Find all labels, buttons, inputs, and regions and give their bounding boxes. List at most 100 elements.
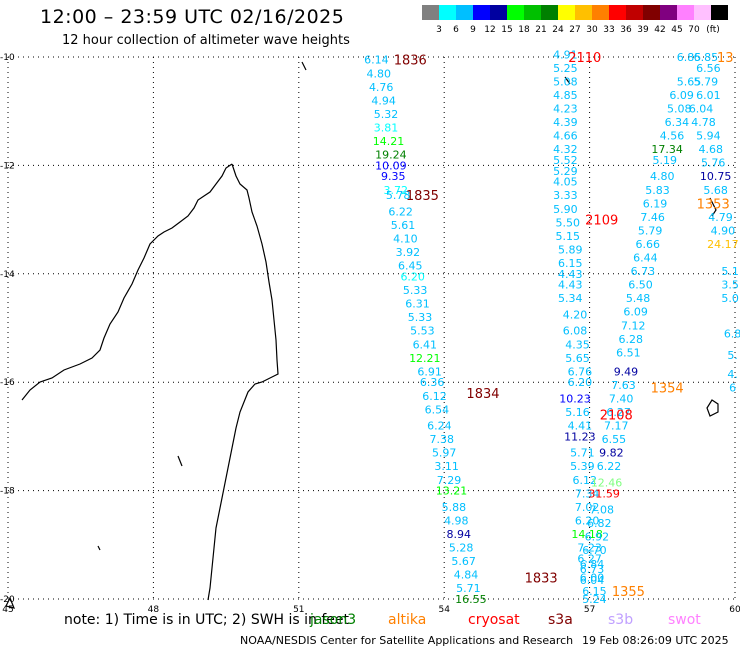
wave-height-value: 5.71 [570, 447, 595, 460]
colorbar-tick: 21 [535, 25, 546, 35]
wave-height-value: 3.81 [374, 121, 399, 134]
wave-height-value: 19.24 [375, 149, 407, 162]
wave-height-value: 3.92 [396, 246, 421, 259]
colorbar-swatch [456, 5, 473, 20]
colorbar-tick: 18 [518, 25, 530, 35]
wave-height-value: 4.66 [553, 130, 578, 143]
wave-height-value: 5.71 [456, 582, 481, 595]
wave-height-value: 6.08 [563, 325, 588, 338]
wave-height-value: 4.20 [563, 308, 588, 321]
wave-height-value: 4.41 [568, 420, 593, 433]
wave-height-value: 5.67 [451, 555, 476, 568]
wave-height-value: 17.34 [651, 143, 683, 156]
tromelin-island [564, 76, 571, 85]
wave-height-value: 4.84 [454, 569, 479, 582]
pass-time-label: 13 [717, 51, 734, 66]
graticule [7, 56, 736, 600]
pass-time-label: 2110 [568, 51, 601, 66]
wave-height-value: 12.21 [409, 352, 441, 365]
wave-height-value: 6.12 [422, 390, 447, 403]
wave-height-value: 6.50 [628, 279, 653, 292]
colorbar-tick: 33 [603, 25, 614, 35]
agalega-island [301, 61, 307, 71]
lat-tick-label: -18 [0, 487, 15, 497]
wave-height-value: 5.94 [696, 130, 721, 143]
wave-height-value: 6.09 [623, 306, 648, 319]
colorbar-swatch [660, 5, 677, 20]
colorbar-swatch [490, 5, 507, 20]
wave-height-value: 5.33 [403, 284, 428, 297]
wave-height-value: 7.08 [589, 504, 614, 517]
wave-height-value: 6.04 [689, 102, 714, 115]
pass-time-label: 1353 [697, 197, 730, 212]
wave-height-value: 4.39 [553, 116, 578, 129]
wave-height-value: 4.23 [553, 102, 578, 115]
wave-height-value: 31.59 [588, 487, 620, 500]
colorbar-swatch [592, 5, 609, 20]
wave-height-value: 6.73 [580, 563, 605, 576]
wave-height-value: 5.88 [442, 501, 467, 514]
colorbar-tick: 15 [501, 25, 512, 35]
wave-height-value: 6.45 [398, 260, 423, 273]
wave-height-value: 4.76 [369, 81, 394, 94]
small-island-3 [709, 197, 717, 217]
wave-height-value: 5.33 [408, 311, 433, 324]
lat-tick-label: -20 [0, 595, 15, 605]
wave-height-value: 13.21 [436, 485, 468, 498]
satellite-legend: jason3 altika cryosat s3a s3b swot [0, 612, 740, 632]
wave-height-value: 5.08 [667, 102, 692, 115]
wave-height-value: 5.79 [638, 224, 663, 237]
wave-height-value: 5.61 [391, 219, 416, 232]
wave-height-value: 12.46 [591, 476, 623, 489]
wave-height-value: 7.12 [621, 319, 646, 332]
wave-height-value: 5.24 [582, 593, 607, 606]
colorbar-swatch [439, 5, 456, 20]
wave-height-value: 5.65 [565, 352, 590, 365]
pass-time-label: 1834 [466, 387, 499, 402]
wave-height-value: 7.38 [430, 433, 455, 446]
track-values: 6.144.804.764.945.323.8114.2119.2410.099… [364, 48, 740, 606]
wave-height-value: 5.34 [558, 292, 583, 305]
wave-height-value: 9.35 [381, 170, 406, 183]
pass-time-label: 2109 [585, 214, 618, 229]
wave-height-value: 5.0 [721, 292, 739, 305]
lon-tick-label: 57 [584, 605, 595, 615]
wave-height-value: 6.76 [568, 365, 593, 378]
colorbar-swatch [711, 5, 728, 20]
wave-height-value: 10.75 [700, 170, 732, 183]
reunion-island [706, 399, 719, 417]
wave-height-value: 6.55 [602, 433, 627, 446]
wave-height-value: 6.09 [669, 89, 694, 102]
wave-height-value: 6.70 [582, 544, 607, 557]
wave-height-value: 4.43 [558, 279, 583, 292]
wave-height-value: 4.05 [553, 176, 578, 189]
wave-height-value: 4.90 [711, 224, 736, 237]
wave-height-value: 5.48 [626, 292, 651, 305]
wave-height-value: 9.49 [614, 365, 639, 378]
wave-height-value: 7.29 [437, 474, 462, 487]
wave-height-value: 6.28 [619, 333, 644, 346]
colorbar: 3 6 9 12 15 18 21 24 27 30 33 36 39 42 45 70 (ft) [422, 5, 728, 35]
axis-labels: 45 48 51 54 57 60 -10 -12 -14 -16 -18 -20 [0, 53, 740, 615]
wave-height-value: 6.44 [633, 252, 658, 265]
colorbar-tick: 36 [620, 25, 632, 35]
lat-tick-label: -12 [0, 161, 15, 171]
wave-height-value: 10.23 [559, 392, 591, 405]
colorbar-unit: (ft) [706, 25, 720, 35]
map-title: 12:00 – 23:59 UTC 02/16/2025 [40, 6, 345, 28]
wave-height-value: 6.73 [631, 265, 656, 278]
wave-height-value: 5.25 [553, 62, 578, 75]
lon-tick-label: 54 [438, 605, 450, 615]
wave-height-value: 5.78 [386, 189, 411, 202]
lat-tick-label: -14 [0, 270, 15, 280]
pass-times: 1836 1835 1834 1833 2110 2109 2108 1353 1354 1355… [394, 51, 734, 600]
wave-height-value: 4.43 [558, 268, 583, 281]
wave-height-value: 4.91 [553, 48, 578, 61]
wave-height-value: 5.28 [449, 542, 474, 555]
wave-height-value: 6.20 [568, 376, 593, 389]
wave-height-value: 7.34 [575, 487, 600, 500]
wave-height-value: 6.82 [587, 517, 612, 530]
pass-time-label: 1833 [525, 571, 558, 586]
colorbar-swatch [626, 5, 643, 20]
